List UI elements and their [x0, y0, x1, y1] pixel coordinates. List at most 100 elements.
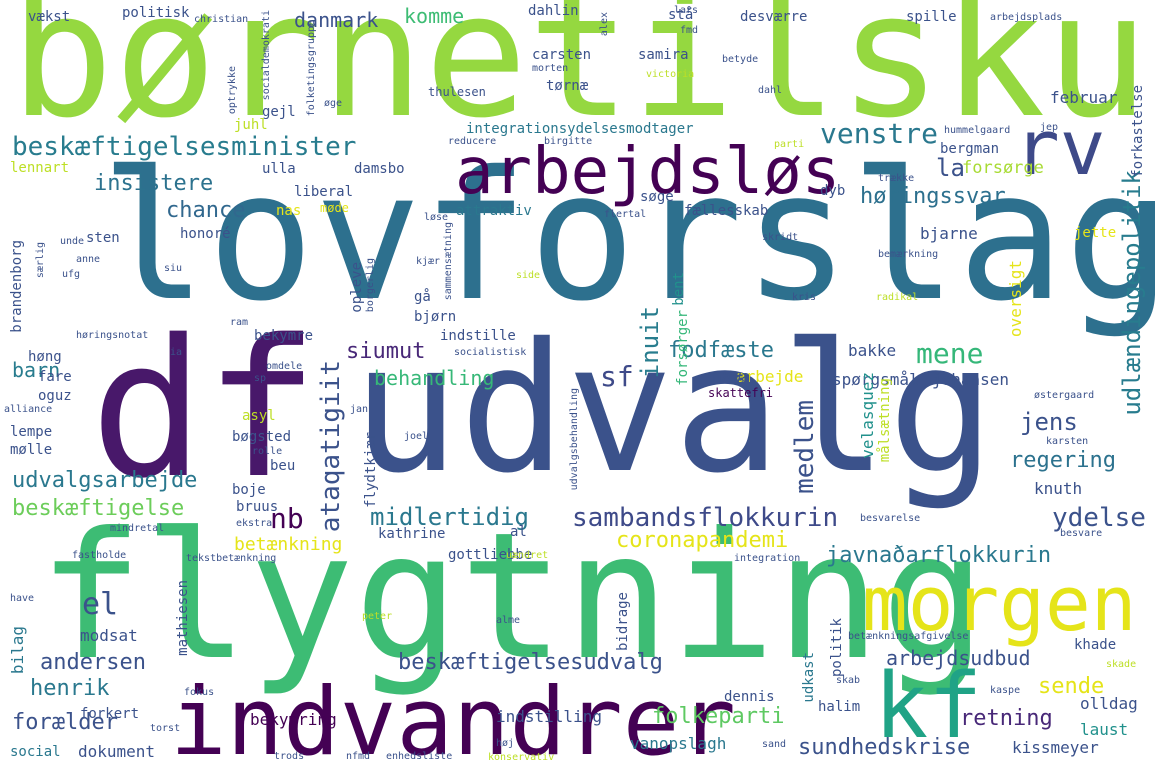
- word: thulesen: [428, 85, 486, 99]
- word: beskæftigelsesudvalg: [398, 650, 663, 675]
- word: fmd: [680, 25, 699, 36]
- word: bjørn: [414, 309, 457, 325]
- word: henrik: [30, 676, 110, 701]
- word: ydelse: [1052, 503, 1146, 533]
- word: coronapandemi: [616, 528, 789, 553]
- word: kf: [874, 654, 983, 759]
- word: sten: [86, 230, 120, 246]
- word: februar: [1050, 88, 1118, 107]
- word: modsat: [80, 626, 138, 645]
- word: nfmd: [346, 751, 371, 762]
- word: javnaðarflokkurin: [826, 543, 1052, 568]
- word: forkert: [80, 706, 140, 722]
- word: nawa: [712, 367, 751, 386]
- word: olldag: [1080, 694, 1138, 713]
- word: desværre: [740, 9, 808, 25]
- word: alme: [496, 615, 521, 626]
- word: fodfæste: [668, 338, 774, 363]
- word: laust: [1080, 720, 1129, 739]
- word: folkeparti: [652, 704, 785, 729]
- word: høj: [496, 738, 515, 749]
- word: forsørger: [675, 310, 691, 386]
- word: integration: [734, 553, 801, 564]
- word: skridt: [762, 232, 799, 243]
- word: dahlin: [528, 3, 579, 19]
- word: sambandsflokkurin: [572, 503, 839, 533]
- word: jens: [1020, 408, 1078, 436]
- word: carsten: [532, 47, 592, 63]
- word: juhl: [234, 117, 268, 133]
- word: lennart: [10, 160, 70, 176]
- word: ulla: [262, 161, 296, 177]
- word: ekstra: [236, 518, 273, 529]
- word: damsbo: [354, 161, 405, 177]
- word: konservativ: [488, 752, 555, 763]
- word: sundhedskrise: [798, 735, 971, 760]
- word: udkast: [801, 652, 817, 703]
- word: ram: [230, 317, 249, 328]
- word: ataqatigiit: [316, 360, 346, 533]
- word: el: [82, 587, 119, 622]
- word: skab: [836, 675, 861, 686]
- word: sende: [1038, 674, 1105, 699]
- word: hummelgaard: [944, 125, 1011, 136]
- word: fællesskab: [684, 203, 769, 219]
- word: brandenborg: [9, 240, 25, 333]
- word: barn: [12, 358, 61, 382]
- word: morten: [532, 63, 569, 74]
- word: lovforslag: [100, 133, 1155, 340]
- word: opleve: [349, 262, 365, 313]
- word: omdele: [266, 361, 303, 372]
- word: kjær: [416, 256, 441, 267]
- word: insistere: [94, 171, 214, 196]
- word: radikal: [876, 292, 919, 303]
- word: dyb: [820, 183, 846, 199]
- word: andersen: [40, 650, 146, 675]
- word: bergman: [940, 141, 1000, 157]
- word: honoré: [180, 226, 231, 242]
- word: chance: [166, 198, 246, 223]
- word: velasquez: [858, 372, 877, 459]
- word: khade: [1074, 637, 1117, 653]
- word: jette: [1074, 225, 1117, 241]
- word: folketingsgruppe: [306, 20, 317, 117]
- word: inuit: [636, 306, 664, 379]
- word: jep: [1040, 122, 1059, 133]
- word: udvalgsbehandling: [569, 388, 580, 491]
- word: knuth: [1034, 479, 1083, 498]
- word: jan: [350, 404, 369, 415]
- word: oversigt: [1006, 260, 1025, 338]
- word: tekstbetænkning: [186, 553, 277, 564]
- word: al: [510, 524, 527, 540]
- word: danmark: [294, 8, 379, 32]
- word: indstille: [440, 328, 516, 344]
- word: nas: [276, 203, 302, 219]
- word: regering: [1010, 448, 1116, 473]
- word: udvalgsarbejde: [12, 468, 198, 493]
- word: christian: [194, 14, 249, 25]
- word: side: [516, 270, 541, 281]
- word: samira: [638, 47, 689, 63]
- word: anne: [76, 254, 101, 265]
- word: uændret: [506, 550, 549, 561]
- word: socialdemokrati: [261, 10, 272, 101]
- word: bekymring: [250, 710, 337, 729]
- word: løse: [424, 212, 449, 223]
- word: karsten: [1046, 436, 1089, 447]
- word: bruus: [236, 499, 279, 515]
- word: betænkningsafgivelse: [848, 631, 969, 642]
- word: vanopslagh: [630, 734, 727, 753]
- word: stå: [668, 7, 694, 23]
- word: skattefri: [708, 386, 774, 400]
- word: dahl: [758, 85, 783, 96]
- word: halim: [818, 699, 861, 715]
- word: mene: [916, 337, 984, 370]
- word: gå: [414, 289, 431, 305]
- word: betyde: [722, 54, 759, 65]
- word: betænkning: [234, 534, 343, 555]
- word: have: [10, 593, 35, 604]
- word: forkastelse: [1130, 85, 1146, 178]
- word: arbejdsudbud: [886, 646, 1031, 670]
- word: mølle: [10, 442, 53, 458]
